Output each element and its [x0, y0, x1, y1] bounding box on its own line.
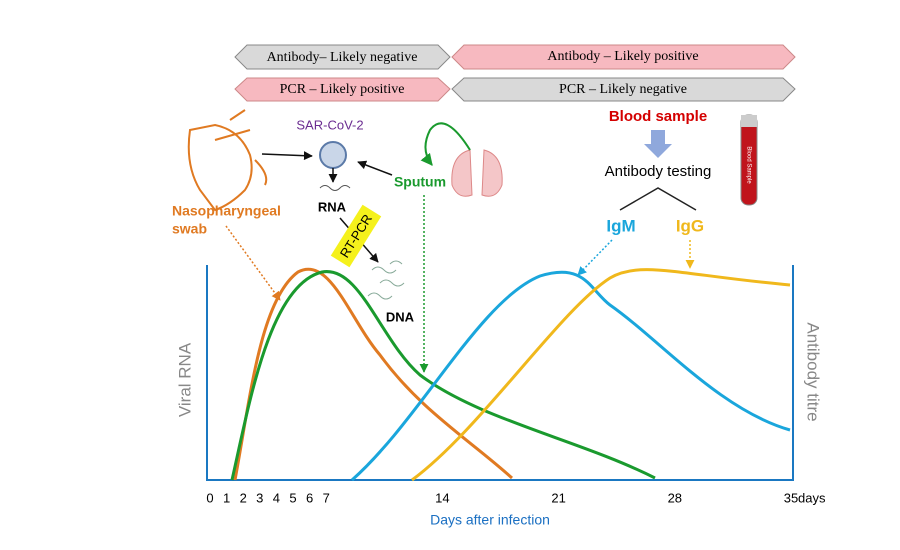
label: Blood sample: [609, 108, 707, 125]
axis-unit: days: [798, 490, 826, 505]
lungs-icon: [451, 149, 503, 197]
x-tick-label: 6: [306, 490, 313, 505]
x-tick-label: 21: [551, 490, 565, 505]
curve-igm: [351, 270, 791, 482]
rna-icon: [319, 185, 351, 191]
banner-text: Antibody– Likely negative: [267, 50, 418, 65]
x-tick-label: 14: [435, 490, 449, 505]
banner: [234, 77, 451, 102]
dna-icon: [367, 260, 405, 300]
virus-icon: [319, 141, 347, 169]
label: Sputum: [394, 174, 446, 190]
axis-title: Viral RNA: [175, 342, 194, 417]
arrow: [420, 122, 471, 166]
x-ticks: 0 1 2 3 4 5 6 7 14 21 28 35: [206, 490, 798, 505]
arrow: [577, 239, 613, 276]
x-tick-label: 2: [240, 490, 247, 505]
arrow: [357, 160, 393, 176]
x-tick-label: 35: [784, 490, 798, 505]
label: Nasopharyngeal: [172, 203, 281, 219]
banner: [451, 77, 796, 102]
x-tick-label: 0: [206, 490, 213, 505]
branch: [619, 187, 697, 211]
curve-swab: [233, 267, 514, 481]
banner-text: PCR – Likely negative: [559, 82, 687, 97]
banner: [234, 44, 451, 70]
x-tick-label: 4: [273, 490, 280, 505]
x-tick-label: 3: [256, 490, 263, 505]
arrow: [644, 130, 672, 158]
arrow: [261, 151, 313, 161]
swab-icon: [214, 109, 268, 186]
tube-cap: [741, 115, 757, 127]
label: Blood Sample: [745, 146, 751, 184]
label: DNA: [386, 309, 415, 324]
arrow: [225, 225, 281, 301]
label: IgG: [676, 216, 704, 235]
curve-igg: [411, 268, 791, 482]
head-icon: [187, 123, 253, 212]
label: SAR-CoV-2: [296, 117, 363, 132]
label: IgM: [606, 216, 635, 235]
label: swab: [172, 221, 207, 237]
banner-text: Antibody – Likely positive: [547, 49, 698, 64]
label: Antibody testing: [605, 163, 712, 180]
banner-text: PCR – Likely positive: [280, 82, 405, 97]
x-tick-label: 28: [668, 490, 682, 505]
axis-title: Days after infection: [430, 512, 550, 528]
x-tick-label: 5: [289, 490, 296, 505]
x-tick-label: 7: [323, 490, 330, 505]
banner: [451, 44, 796, 70]
axis-title: Antibody titre: [804, 322, 823, 421]
x-tick-label: 1: [223, 490, 230, 505]
rt-pcr-box: [330, 204, 382, 268]
curve-sputum: [230, 270, 656, 481]
label: RNA: [318, 199, 347, 214]
